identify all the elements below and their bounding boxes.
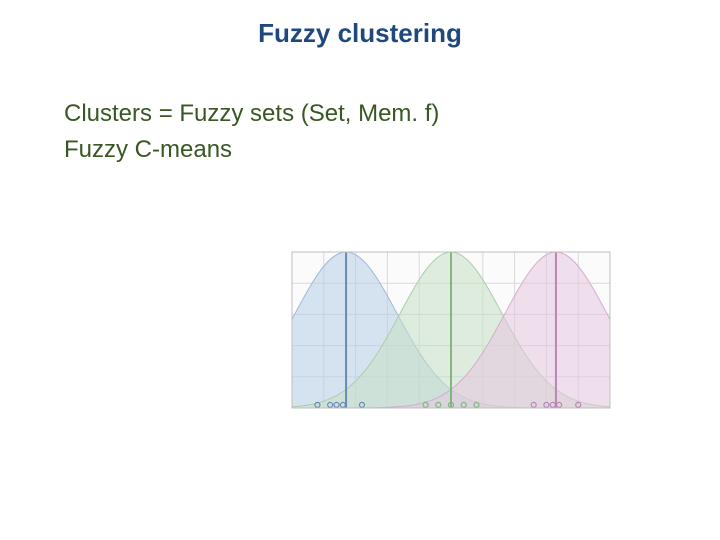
body-line-2: Fuzzy C-means	[64, 136, 232, 164]
page-title: Fuzzy clustering	[0, 18, 720, 49]
fuzzy-sets-chart	[288, 250, 614, 426]
chart-svg	[288, 250, 614, 426]
body-line-1: Clusters = Fuzzy sets (Set, Mem. f)	[64, 100, 439, 128]
